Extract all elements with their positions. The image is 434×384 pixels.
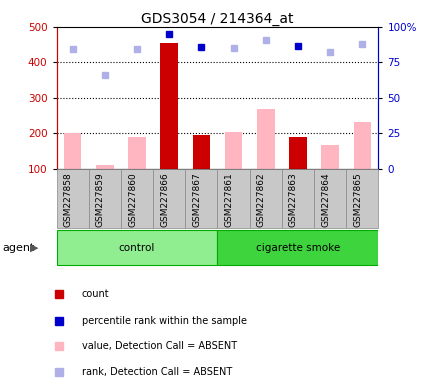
Text: rank, Detection Call = ABSENT: rank, Detection Call = ABSENT bbox=[82, 367, 231, 377]
Text: GSM227860: GSM227860 bbox=[128, 172, 137, 227]
Bar bbox=[353, 122, 370, 169]
Bar bbox=[160, 43, 178, 169]
Bar bbox=[89, 169, 121, 228]
Text: GSM227863: GSM227863 bbox=[288, 172, 297, 227]
Text: GSM227867: GSM227867 bbox=[192, 172, 201, 227]
Bar bbox=[192, 135, 210, 169]
Text: ▶: ▶ bbox=[30, 243, 38, 253]
Bar bbox=[121, 169, 153, 228]
Bar bbox=[321, 145, 338, 169]
Bar bbox=[217, 169, 249, 228]
Bar bbox=[256, 109, 274, 169]
Bar bbox=[224, 132, 242, 169]
Bar bbox=[313, 169, 345, 228]
Bar bbox=[217, 230, 378, 265]
Bar bbox=[64, 134, 81, 169]
Text: GSM227866: GSM227866 bbox=[160, 172, 169, 227]
Bar bbox=[185, 169, 217, 228]
Bar bbox=[153, 169, 185, 228]
Text: GSM227864: GSM227864 bbox=[320, 172, 329, 227]
Text: GSM227859: GSM227859 bbox=[95, 172, 105, 227]
Text: percentile rank within the sample: percentile rank within the sample bbox=[82, 316, 246, 326]
Bar bbox=[96, 166, 113, 169]
Text: GSM227861: GSM227861 bbox=[224, 172, 233, 227]
Bar bbox=[249, 169, 281, 228]
Bar bbox=[345, 169, 378, 228]
Bar bbox=[56, 230, 217, 265]
Text: control: control bbox=[118, 243, 155, 253]
Title: GDS3054 / 214364_at: GDS3054 / 214364_at bbox=[141, 12, 293, 26]
Bar bbox=[289, 137, 306, 169]
Text: value, Detection Call = ABSENT: value, Detection Call = ABSENT bbox=[82, 341, 237, 351]
Text: count: count bbox=[82, 289, 109, 299]
Bar bbox=[281, 169, 313, 228]
Text: GSM227865: GSM227865 bbox=[352, 172, 362, 227]
Text: GSM227862: GSM227862 bbox=[256, 172, 265, 227]
Text: GSM227858: GSM227858 bbox=[63, 172, 72, 227]
Bar bbox=[128, 137, 145, 169]
Text: cigarette smoke: cigarette smoke bbox=[255, 243, 339, 253]
Bar bbox=[56, 169, 89, 228]
Text: agent: agent bbox=[2, 243, 34, 253]
